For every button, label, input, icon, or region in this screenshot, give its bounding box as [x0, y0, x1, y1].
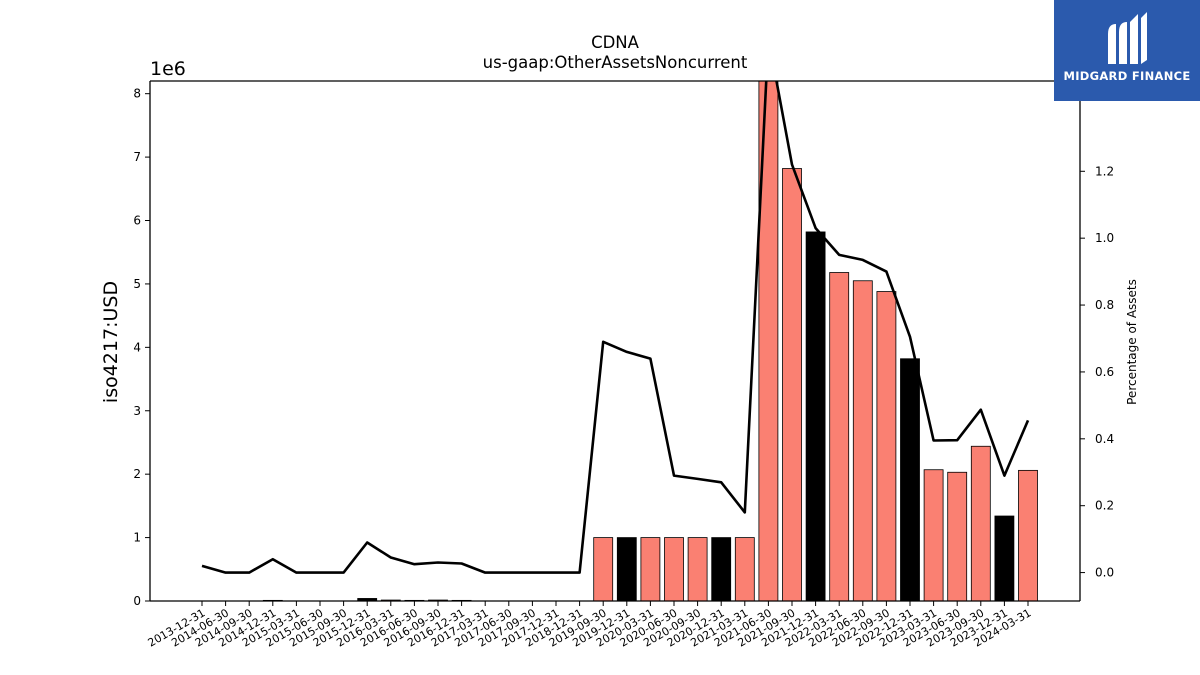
y-axis-label: iso4217:USD [100, 281, 122, 403]
y2-tick-label-0: 0.0 [1095, 566, 1114, 580]
bar-2023-06-30 [947, 471, 968, 601]
axes: 0123456780.00.20.40.60.81.01.22013-12-31… [133, 80, 1114, 650]
bar-2023-12-31 [994, 515, 1015, 601]
bar-2022-03-31 [829, 272, 850, 601]
bar-2020-09-30 [687, 537, 708, 601]
line-series-layer [201, 81, 1030, 574]
bar-2019-12-31 [616, 537, 637, 601]
bar-2015-12-31 [357, 598, 378, 601]
y-tick-label-3: 3 [133, 404, 141, 418]
y-tick-label-2: 2 [133, 467, 141, 481]
y2-tick-label-0.4: 0.4 [1095, 432, 1114, 446]
bar-2022-12-31 [900, 358, 920, 601]
bar-2020-06-30 [664, 537, 684, 601]
chart-title: CDNA [591, 33, 640, 52]
bar-2023-09-30 [970, 445, 991, 601]
bar-2021-09-30 [782, 168, 802, 601]
y2-tick-label-1.2: 1.2 [1095, 164, 1114, 178]
brand-logo: MIDGARD FINANCE [1054, 0, 1200, 101]
bar-2019-09-30 [593, 537, 614, 601]
bar-2021-12-31 [805, 231, 826, 601]
bar-2020-12-31 [711, 537, 732, 601]
y-tick-label-0: 0 [133, 594, 141, 608]
y-tick-label-4: 4 [133, 340, 141, 354]
bar-2022-06-30 [852, 280, 873, 601]
y-scale-label: 1e6 [150, 58, 186, 80]
y2-axis-label: Percentage of Assets [1125, 279, 1139, 405]
y-tick-label-8: 8 [133, 87, 141, 101]
bar-2020-03-31 [640, 537, 661, 601]
y-tick-label-7: 7 [133, 150, 141, 164]
y2-tick-label-0.6: 0.6 [1095, 365, 1114, 379]
bar-2023-03-31 [923, 469, 944, 601]
chart-subtitle: us-gaap:OtherAssetsNoncurrent [483, 53, 748, 72]
y2-tick-label-0.2: 0.2 [1095, 499, 1114, 513]
y-tick-label-6: 6 [133, 214, 141, 228]
percentage-line [201, 81, 1030, 574]
bar-2021-03-31 [734, 537, 755, 601]
y-tick-label-1: 1 [133, 531, 141, 545]
y2-tick-label-1: 1.0 [1095, 231, 1114, 245]
chart-texts: CDNA us-gaap:OtherAssetsNoncurrent 1e6 i… [100, 33, 1139, 405]
y2-tick-label-0.8: 0.8 [1095, 298, 1114, 312]
y-tick-label-5: 5 [133, 277, 141, 291]
logo-mark-icon [1108, 12, 1147, 64]
logo-text: MIDGARD FINANCE [1063, 69, 1191, 83]
bar-2022-09-30 [876, 291, 897, 601]
bar-series [262, 81, 1038, 601]
bar-2024-03-31 [1018, 469, 1038, 601]
